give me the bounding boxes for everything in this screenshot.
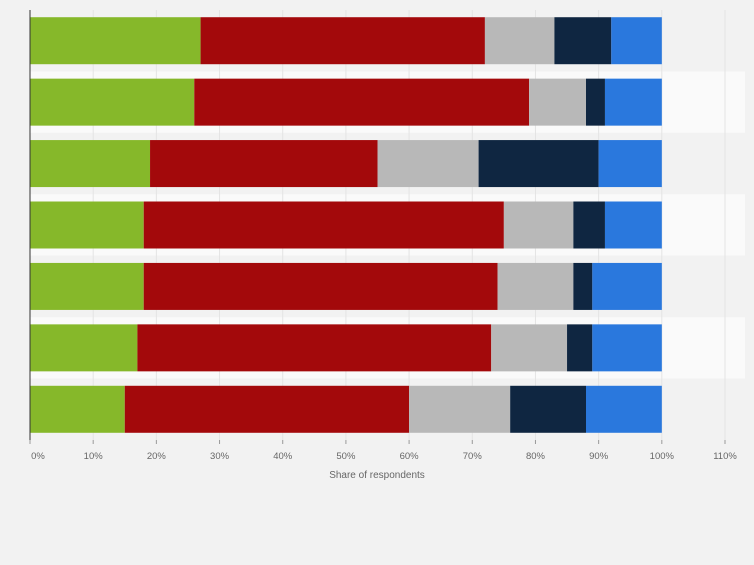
bar-segment[interactable] [484,17,555,65]
x-tick-label: 0% [31,451,45,462]
bar-segment[interactable] [124,385,410,433]
x-tick-label: 10% [84,451,104,462]
bar-segment[interactable] [592,324,662,372]
bar-segment[interactable] [592,262,662,310]
x-tick-label: 100% [650,451,675,462]
bar-segment[interactable] [573,262,593,310]
bar-segment[interactable] [567,324,593,372]
bar-segment[interactable] [604,201,662,249]
bar-segment[interactable] [503,201,574,249]
bar-segment[interactable] [143,201,504,249]
bar-segment[interactable] [30,201,144,249]
bar-segment[interactable] [30,17,201,65]
bar-segment[interactable] [194,78,530,126]
x-tick-label: 50% [336,451,356,462]
bar-segment[interactable] [30,140,151,188]
bar-segment[interactable] [586,385,662,433]
bar-segment[interactable] [150,140,378,188]
x-tick-label: 20% [147,451,167,462]
bar-segment[interactable] [497,262,574,310]
x-tick-label: 110% [713,451,737,462]
bar-segment[interactable] [377,140,479,188]
bar-segment[interactable] [598,140,662,188]
bar-segment[interactable] [200,17,485,65]
bar-segment[interactable] [510,385,586,433]
bar-segment[interactable] [30,262,144,310]
bar-segment[interactable] [586,78,605,126]
bar-segment[interactable] [554,17,612,65]
x-tick-label: 80% [526,451,546,462]
bar-segment[interactable] [409,385,511,433]
bar-segment[interactable] [143,262,498,310]
x-tick-label: 60% [400,451,420,462]
bar-segment[interactable] [30,385,125,433]
bar-segment[interactable] [491,324,568,372]
bar-segment[interactable] [478,140,599,188]
bar-segment[interactable] [611,17,662,65]
bar-segment[interactable] [573,201,605,249]
x-tick-label: 40% [273,451,293,462]
x-axis-label: Share of respondents [329,470,425,481]
bar-segment[interactable] [30,324,138,372]
x-tick-label: 70% [463,451,483,462]
bar-segment[interactable] [30,78,195,126]
x-tick-label: 30% [210,451,230,462]
bar-segment[interactable] [137,324,492,372]
x-tick-label: 90% [589,451,609,462]
bar-segment[interactable] [529,78,586,126]
bar-segment[interactable] [604,78,662,126]
